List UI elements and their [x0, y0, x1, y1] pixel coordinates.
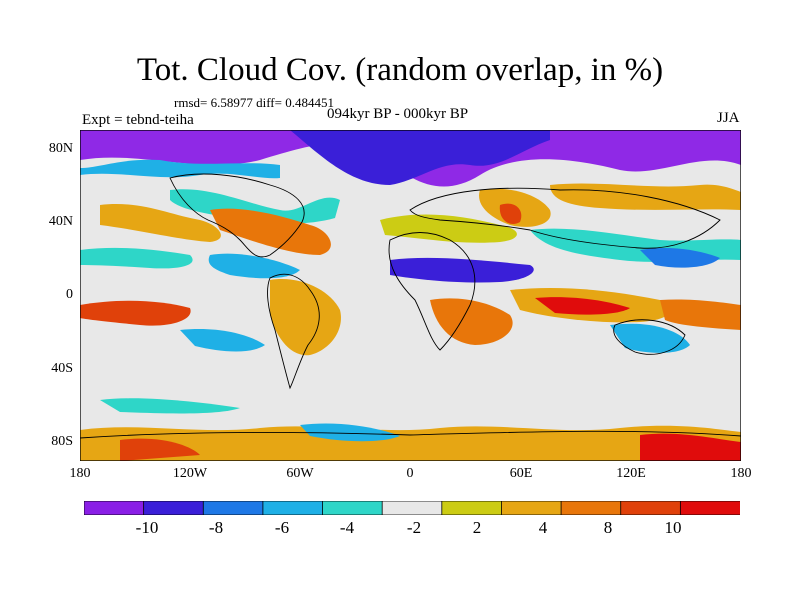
colorbar-label: -4 — [339, 518, 355, 537]
colorbar-label: 10 — [664, 518, 682, 537]
x-tick-label: 60W — [286, 466, 314, 481]
y-tick-label: 40S — [51, 361, 73, 376]
anomaly-contours — [80, 130, 741, 461]
colorbar-swatch — [560, 501, 622, 515]
season-label: JJA — [717, 110, 740, 126]
x-tick-label: 180 — [730, 466, 752, 481]
colorbar-swatch — [441, 501, 503, 515]
colorbar — [84, 501, 740, 515]
map-title: Tot. Cloud Cov. (random overlap, in %) — [136, 52, 664, 88]
colorbar-label: -10 — [135, 518, 159, 537]
colorbar-label: -6 — [274, 518, 290, 537]
x-tick-label: 180 — [69, 466, 91, 481]
colorbar-swatch — [620, 501, 682, 515]
colorbar-label: -8 — [208, 518, 224, 537]
colorbar-swatch — [679, 501, 740, 515]
colorbar-label: -2 — [406, 518, 422, 537]
x-tick-label: 120E — [616, 466, 646, 481]
colorbar-swatch — [143, 501, 205, 515]
cloud-anomaly-map — [80, 130, 741, 461]
colorbar-swatch — [262, 501, 324, 515]
x-tick-label: 120W — [172, 466, 208, 481]
colorbar-swatch — [84, 501, 145, 515]
period-label: 094kyr BP - 000kyr BP — [327, 106, 469, 122]
colorbar-label: 4 — [538, 518, 548, 537]
x-tick-label: 60E — [509, 466, 533, 481]
stats-line: rmsd= 6.58977 diff= 0.484451 — [174, 95, 334, 110]
colorbar-label: 2 — [472, 518, 482, 537]
coastlines — [80, 173, 741, 439]
y-tick-label: 80N — [48, 141, 73, 156]
y-tick-label: 80S — [51, 434, 73, 449]
colorbar-swatch — [202, 501, 264, 515]
colorbar-swatch — [322, 501, 384, 515]
y-tick-label: 0 — [66, 287, 73, 302]
colorbar-swatch — [381, 501, 443, 515]
colorbar-label: 8 — [603, 518, 613, 537]
y-tick-label: 40N — [48, 214, 73, 229]
colorbar-swatch — [501, 501, 562, 515]
x-tick-label: 0 — [406, 466, 414, 481]
experiment-label: Expt = tebnd-teiha — [82, 112, 194, 128]
